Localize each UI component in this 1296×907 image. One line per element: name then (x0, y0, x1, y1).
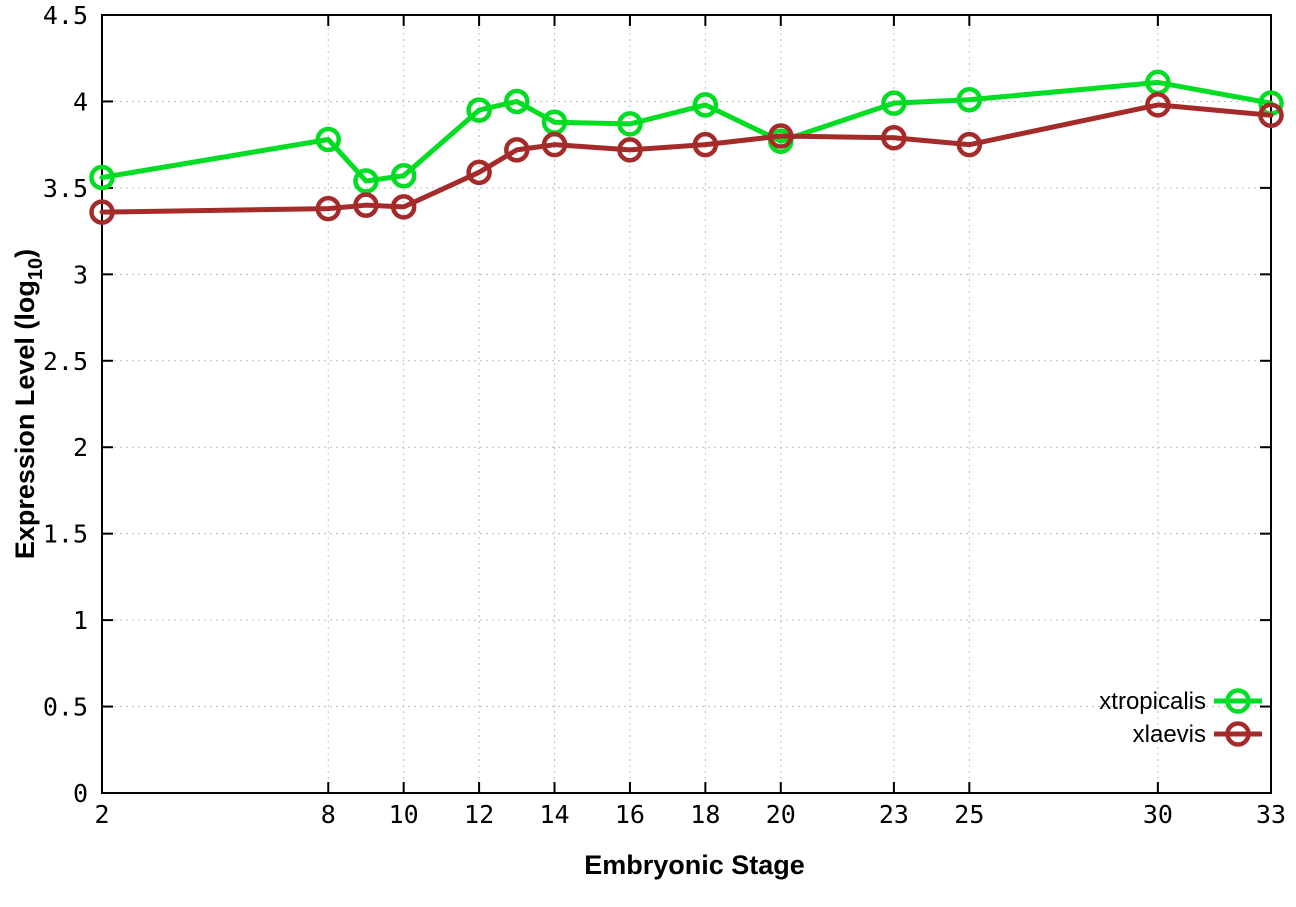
data-point-xtropicalis (466, 97, 492, 123)
y-tick-label: 2 (73, 433, 88, 462)
data-point-xtropicalis (881, 90, 907, 116)
data-point-xlaevis (1258, 102, 1284, 129)
legend-item-xtropicalis: xtropicalis (1099, 688, 1262, 715)
plot-border (101, 14, 1272, 794)
data-point-xlaevis (390, 194, 417, 220)
data-point-xlaevis (1145, 92, 1171, 118)
data-point-xlaevis (466, 159, 492, 186)
data-point-xlaevis (881, 125, 907, 151)
data-point-xlaevis (692, 131, 719, 158)
x-axis-title: Embryonic Stage (584, 850, 805, 880)
data-point-xlaevis (768, 123, 794, 149)
legend-sample-marker (1225, 688, 1251, 714)
x-tick-label: 18 (690, 800, 720, 829)
data-point-xlaevis (315, 195, 342, 222)
x-tick-label: 16 (615, 800, 645, 829)
data-point-xtropicalis (504, 88, 530, 115)
y-tick-label: 0 (73, 779, 88, 808)
data-point-xlaevis (89, 199, 115, 225)
data-point-xlaevis (353, 192, 379, 218)
x-tick-label: 33 (1256, 800, 1286, 829)
data-point-xtropicalis (353, 168, 379, 194)
legend-label-xtropicalis: xtropicalis (1099, 688, 1206, 715)
data-point-xtropicalis (956, 86, 983, 113)
data-point-xtropicalis (692, 92, 719, 118)
x-tick-label: 10 (389, 800, 419, 829)
y-tick-label: 4.5 (43, 1, 88, 30)
data-point-xlaevis (617, 137, 643, 163)
gridlines (102, 15, 1271, 793)
data-point-xtropicalis (390, 163, 417, 189)
x-tick-labels: 2 8 10 12 14 16 18 20 23 25 30 33 (94, 800, 1286, 829)
x-tick-label: 30 (1143, 800, 1173, 829)
data-point-xlaevis (541, 131, 568, 158)
y-axis-title: Expression Level (log10) (10, 249, 47, 559)
y-tick-label: 1.5 (43, 520, 88, 549)
y-tick-label: 4 (73, 87, 88, 116)
x-tick-label: 25 (954, 800, 984, 829)
x-tick-label: 2 (94, 800, 109, 829)
legend-label-xlaevis: xlaevis (1133, 721, 1206, 748)
legend-item-xlaevis: xlaevis (1133, 721, 1262, 748)
data-point-xtropicalis (315, 126, 342, 153)
axis-ticks (101, 14, 1272, 794)
y-tick-label: 3.5 (43, 174, 88, 203)
y-tick-label: 0.5 (43, 693, 88, 722)
y-tick-label: 1 (73, 606, 88, 635)
x-tick-label: 12 (464, 800, 494, 829)
x-tick-label: 14 (539, 800, 569, 829)
y-tick-labels: 0 0.5 1 1.5 2 2.5 3 3.5 4 4.5 (43, 1, 88, 808)
x-tick-label: 8 (321, 800, 336, 829)
y-tick-label: 2.5 (43, 347, 88, 376)
y-tick-label: 3 (73, 260, 88, 289)
data-point-xtropicalis (617, 111, 643, 137)
data-point-xtropicalis (89, 164, 115, 191)
data-point-xlaevis (504, 137, 530, 163)
data-point-xlaevis (956, 131, 983, 158)
x-tick-label: 23 (879, 800, 909, 829)
legend: xtropicalis xlaevis (1099, 688, 1262, 748)
series-xlaevis (89, 92, 1284, 225)
legend-sample-marker (1225, 721, 1251, 747)
x-tick-label: 20 (766, 800, 796, 829)
